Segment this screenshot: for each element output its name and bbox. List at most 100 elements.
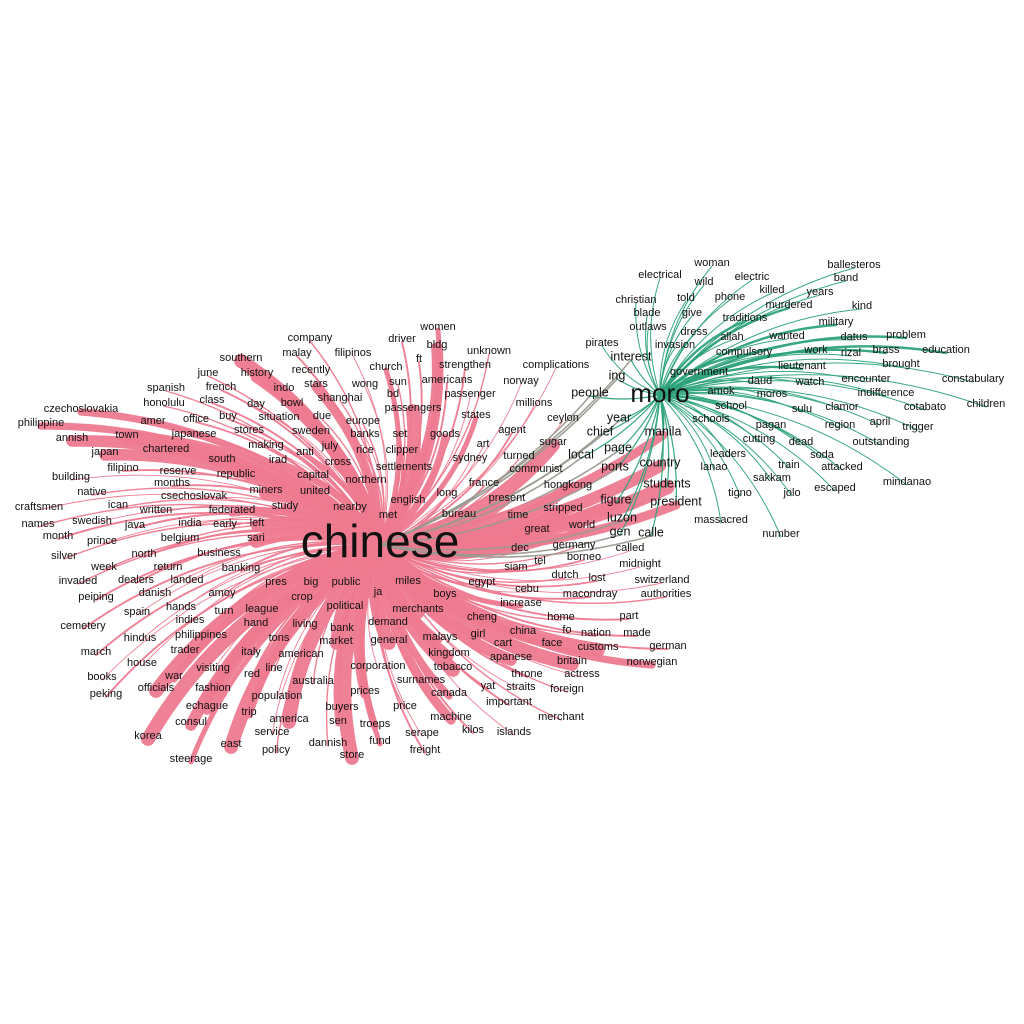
edge-moro-number	[659, 394, 782, 538]
node-label-wanted: wanted	[768, 330, 804, 342]
node-label-daud: daud	[748, 375, 772, 387]
node-label-trader: trader	[171, 644, 200, 656]
node-label-ican: ican	[108, 499, 128, 511]
node-label-class: class	[199, 394, 225, 406]
node-label-living: living	[292, 618, 317, 630]
node-label-school: school	[715, 400, 747, 412]
node-label-switzerland: switzerland	[634, 574, 689, 586]
edge-moro-murdered	[658, 306, 791, 397]
node-label-study: study	[272, 500, 299, 512]
node-label-country: country	[640, 455, 682, 469]
node-label-tel: tel	[534, 555, 546, 567]
edge-chinese-store	[337, 538, 387, 765]
node-label-traditions: traditions	[723, 312, 768, 324]
node-label-brass: brass	[873, 344, 900, 356]
edge-moro-cotabato	[659, 380, 926, 411]
node-label-malays: malays	[423, 631, 458, 643]
node-label-australia: australia	[292, 675, 334, 687]
node-label-page: page	[604, 440, 632, 454]
node-label-give: give	[682, 307, 702, 319]
label-layer: women company driver bldg southern malay filip…	[15, 257, 1005, 765]
node-label-clipper: clipper	[386, 444, 419, 456]
node-label-echague: echague	[186, 700, 228, 712]
node-label-general: general	[371, 634, 408, 646]
node-label-strengthen: strengthen	[439, 359, 491, 371]
node-label-yat: yat	[481, 680, 496, 692]
node-label-increase: increase	[500, 597, 542, 609]
edge-chinese-interest	[379, 359, 632, 546]
edge-moro-dress	[659, 334, 695, 396]
node-label-red: red	[244, 668, 260, 680]
edge-chinese-calle	[379, 535, 652, 558]
node-label-cotabato: cotabato	[904, 401, 946, 413]
node-label-spanish: spanish	[147, 382, 185, 394]
node-label-capital: capital	[297, 469, 329, 481]
node-label-business: business	[197, 547, 241, 559]
node-label-lost: lost	[588, 572, 605, 584]
edge-moro-children	[659, 374, 987, 408]
edge-moro-gen	[619, 394, 661, 536]
node-label-borneo: borneo	[567, 551, 601, 563]
node-label-indo: indo	[274, 382, 295, 394]
node-label-children: children	[967, 398, 1006, 410]
node-label-japan: japan	[91, 446, 119, 458]
node-label-bd: bd	[387, 388, 399, 400]
node-label-train: train	[778, 459, 799, 471]
node-label-market: market	[319, 635, 353, 647]
edge-moro-brought	[659, 358, 902, 396]
node-label-fashion: fashion	[195, 682, 230, 694]
edge-moro-local	[580, 394, 661, 459]
node-label-india: india	[178, 517, 202, 529]
node-label-woman: woman	[693, 257, 729, 269]
node-label-great: great	[524, 523, 549, 535]
node-label-tigno: tigno	[728, 487, 752, 499]
node-label-anti: anti	[296, 446, 314, 458]
node-label-schools: schools	[692, 413, 730, 425]
node-label-ballesteros: ballesteros	[827, 259, 881, 271]
node-label-ft: ft	[416, 353, 422, 365]
node-label-month: month	[43, 530, 74, 542]
node-label-line: line	[265, 662, 282, 674]
edge-chinese-ports	[379, 469, 616, 546]
node-label-time: time	[508, 509, 529, 521]
node-label-miles: miles	[395, 575, 421, 587]
edge-moro-christian	[635, 302, 661, 396]
node-label-foreign: foreign	[550, 683, 584, 695]
node-label-art: art	[477, 438, 490, 450]
node-label-danish: danish	[139, 587, 171, 599]
edge-chinese-kilos	[379, 544, 474, 734]
node-label-sun: sun	[389, 376, 407, 388]
node-label-prince: prince	[87, 535, 117, 547]
node-label-leaders: leaders	[710, 448, 747, 460]
node-label-town: town	[115, 429, 138, 441]
node-label-federated: federated	[209, 504, 255, 516]
node-label-cross: cross	[325, 456, 352, 468]
node-label-luzon: luzon	[607, 510, 637, 524]
node-label-straits: straits	[506, 681, 536, 693]
node-label-crop: crop	[291, 591, 312, 603]
node-label-millions: millions	[516, 397, 553, 409]
node-label-hand: hand	[244, 617, 268, 629]
node-label-allah: allah	[720, 331, 743, 343]
node-label-cutting: cutting	[743, 433, 775, 445]
node-label-constabulary: constabulary	[942, 373, 1005, 385]
node-label-steerage: steerage	[170, 753, 213, 765]
node-label-april: april	[870, 416, 891, 428]
edge-moro-traditions	[658, 319, 747, 397]
node-label-electrical: electrical	[638, 269, 681, 281]
node-label-east: east	[221, 738, 242, 750]
node-label-annish: annish	[56, 432, 88, 444]
node-label-communist: communist	[509, 463, 562, 475]
node-label-important: important	[486, 696, 532, 708]
edge-chinese-north	[143, 528, 381, 558]
edge-moro-students	[659, 394, 670, 488]
node-label-sakkam: sakkam	[753, 472, 791, 484]
edge-chinese-lost	[379, 544, 598, 588]
edge-chinese-throne	[379, 544, 528, 678]
edge-chinese-merchant	[379, 544, 562, 721]
node-label-wild: wild	[694, 276, 714, 288]
edge-moro-ing	[616, 378, 661, 396]
node-label-siam: siam	[504, 561, 527, 573]
edge-moro-calle	[650, 394, 664, 537]
